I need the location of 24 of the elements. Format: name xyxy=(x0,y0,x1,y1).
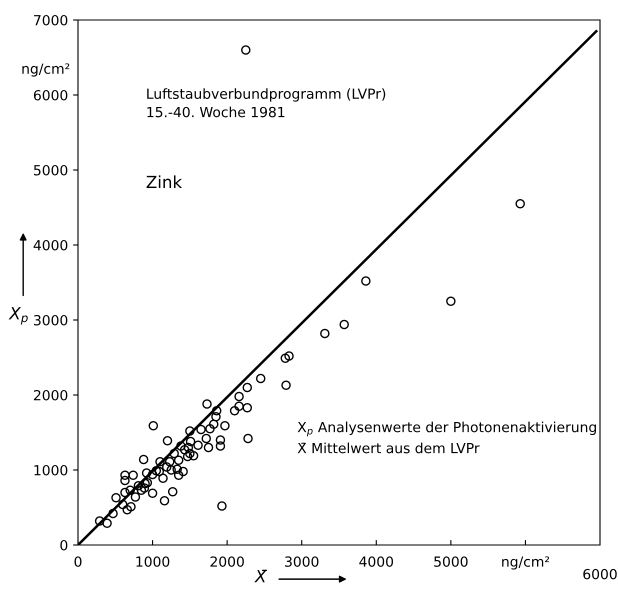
text: ng/cm² xyxy=(22,63,70,77)
x-tick-label: 4000 xyxy=(359,556,394,567)
annotation: Zink xyxy=(146,175,182,188)
y-tick-label: 6000 xyxy=(34,90,68,100)
text: 15.-40. Woche 1981 xyxy=(147,106,284,118)
text: Luftstaubverbundprogramm (LVPr) xyxy=(147,88,386,102)
x-axis-title: X̄ xyxy=(254,570,268,582)
y-tick-label: 7000 xyxy=(34,14,68,26)
x-tick-label: ng/cm² xyxy=(502,556,550,570)
text: 6000 xyxy=(583,568,617,580)
y-tick-label: 4000 xyxy=(34,240,68,250)
x-tick-label: 2000 xyxy=(210,556,244,567)
y-tick-label: 0 xyxy=(60,540,68,550)
x-tick-label: 0 xyxy=(74,556,82,567)
y-tick-label: 1000 xyxy=(34,464,68,476)
y-tick-label: 3000 xyxy=(34,314,68,326)
annotation: X̄ Mittelwert aus dem LVPr xyxy=(298,442,480,454)
y-tick-label: 2000 xyxy=(34,390,68,400)
x-tick-label: 5000 xyxy=(434,556,468,567)
annotation: X$_{p}$ Analysenwerte der Photonenaktivierung xyxy=(298,422,596,436)
y-axis-title: X$_{p}$ xyxy=(8,307,28,324)
y-tick-label: 5000 xyxy=(34,164,68,176)
x-tick-label: 3000 xyxy=(285,556,318,567)
x-tick-label: 1000 xyxy=(136,556,170,567)
